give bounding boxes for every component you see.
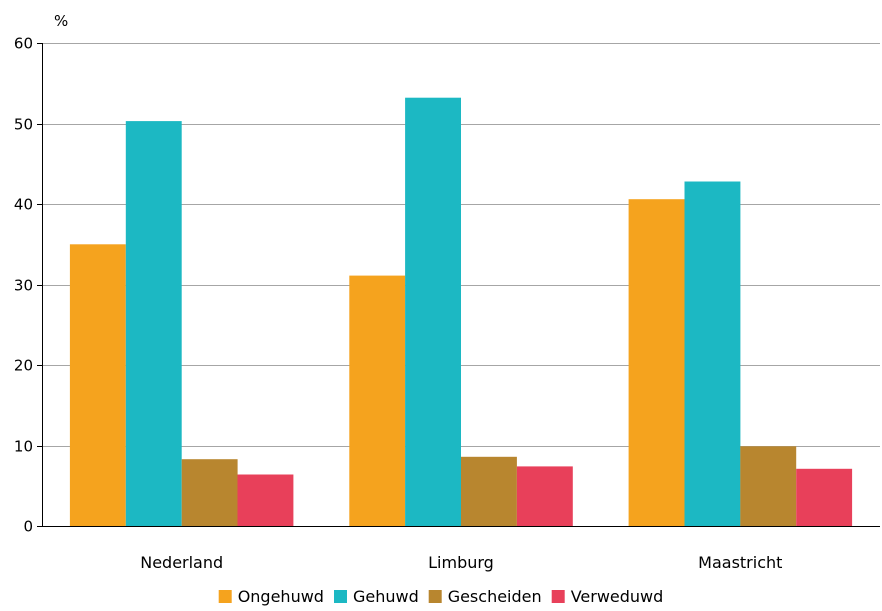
bar-verweduwd-limburg [516, 466, 573, 526]
bar-gescheiden-nederland [181, 459, 238, 526]
legend: Ongehuwd Gehuwd Gescheiden Verweduwd [218, 587, 664, 606]
bar-ongehuwd-maastricht [628, 199, 685, 526]
legend-swatch-gehuwd [334, 590, 347, 603]
legend-swatch-gescheiden [428, 590, 442, 603]
x-category-label: Maastricht [698, 553, 782, 572]
y-tick-label: 10 [14, 438, 33, 456]
legend-swatch-ongehuwd [218, 590, 232, 603]
y-tick-label: 30 [14, 277, 33, 295]
bar-verweduwd-nederland [237, 474, 294, 526]
bar-ongehuwd-limburg [349, 275, 406, 526]
legend-label-gehuwd: Gehuwd [353, 587, 419, 606]
bar-gescheiden-maastricht [740, 446, 797, 526]
bar-ongehuwd-nederland [69, 244, 126, 527]
x-category-label: Limburg [428, 553, 494, 572]
legend-label-ongehuwd: Ongehuwd [238, 587, 324, 606]
legend-swatch-verweduwd [551, 590, 565, 603]
x-category-label: Nederland [140, 553, 223, 572]
legend-label-gescheiden: Gescheiden [448, 587, 542, 606]
y-tick-label: 40 [14, 196, 33, 214]
bars [69, 97, 853, 527]
y-tick-label: 50 [14, 116, 33, 134]
y-unit-label: % [54, 12, 68, 30]
bar-gehuwd-maastricht [684, 181, 741, 526]
bar-gehuwd-limburg [405, 97, 461, 526]
axes: 0 10 20 30 40 50 60 Nederland Limburg Maastricht [14, 35, 880, 572]
bar-gescheiden-limburg [461, 456, 517, 526]
y-tick-label: 60 [14, 35, 33, 53]
bar-gehuwd-nederland [125, 121, 182, 526]
legend-label-verweduwd: Verweduwd [571, 587, 664, 606]
bar-verweduwd-maastricht [796, 468, 853, 526]
y-tick-label: 0 [23, 518, 33, 536]
y-tick-label: 20 [14, 357, 33, 375]
